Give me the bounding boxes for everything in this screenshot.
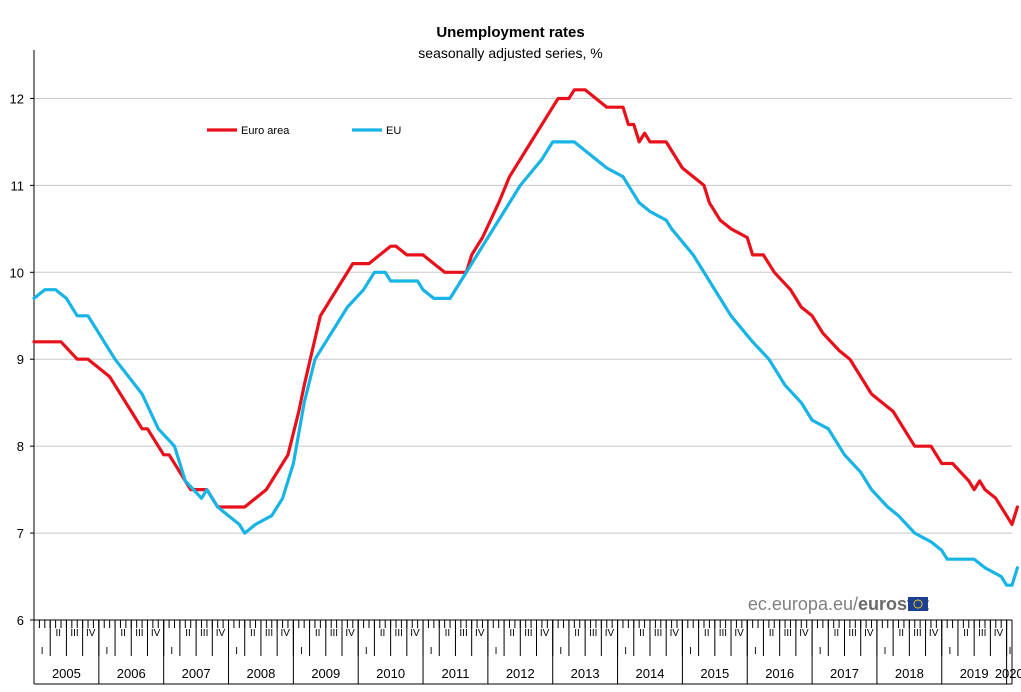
quarter-label: III: [330, 628, 338, 639]
quarter-label: II: [704, 628, 710, 639]
quarter-label: I: [948, 646, 951, 657]
quarter-label: II: [315, 628, 321, 639]
legend-label: EU: [386, 125, 401, 137]
chart-title: Unemployment rates: [436, 24, 585, 41]
quarter-label: III: [589, 628, 597, 639]
quarter-label: I: [106, 646, 109, 657]
quarter-label: II: [769, 628, 775, 639]
quarter-label: IV: [670, 628, 680, 639]
year-label: 2019: [960, 666, 989, 681]
quarter-label: I: [689, 646, 692, 657]
series-line-eu: [32, 140, 1019, 587]
quarter-label: II: [250, 628, 256, 639]
chart-subtitle: seasonally adjusted series, %: [418, 45, 603, 61]
quarter-label: I: [559, 646, 562, 657]
quarter-label: I: [41, 646, 44, 657]
quarter-label: I: [754, 646, 757, 657]
series-lines: [32, 88, 1019, 587]
year-label: 2017: [830, 666, 859, 681]
quarter-label: IV: [151, 628, 161, 639]
quarter-label: III: [70, 628, 78, 639]
year-label: 2010: [376, 666, 405, 681]
year-label: 2018: [895, 666, 924, 681]
quarter-label: II: [120, 628, 126, 639]
quarter-label: I: [300, 646, 303, 657]
quarter-label: IV: [216, 628, 226, 639]
quarter-label: II: [185, 628, 191, 639]
quarter-label: III: [459, 628, 467, 639]
eu-flag-icon: [908, 597, 928, 611]
quarter-label: IV: [605, 628, 615, 639]
year-label: 2011: [441, 666, 469, 681]
quarter-label: IV: [799, 628, 809, 639]
y-tick-label: 8: [17, 439, 24, 454]
y-tick-label: 11: [11, 178, 25, 193]
quarter-label: IV: [929, 628, 939, 639]
quarter-label: II: [639, 628, 645, 639]
quarter-label: I: [884, 646, 887, 657]
quarter-label: I: [1009, 646, 1012, 657]
quarter-label: I: [235, 646, 238, 657]
legend-label: Euro area: [241, 125, 290, 137]
quarter-label: IV: [864, 628, 874, 639]
quarter-label: III: [719, 628, 727, 639]
quarter-label: III: [848, 628, 856, 639]
watermark-prefix: ec.europa.eu/: [747, 594, 858, 614]
y-tick-label: 9: [17, 352, 24, 367]
quarter-label: III: [913, 628, 921, 639]
quarter-label: III: [395, 628, 403, 639]
quarter-label: III: [135, 628, 143, 639]
quarter-label: IV: [410, 628, 420, 639]
eurostat-watermark: ec.europa.eu/eurostat: [748, 594, 929, 615]
quarter-label: III: [784, 628, 792, 639]
quarter-label: IV: [475, 628, 485, 639]
quarter-label: II: [509, 628, 515, 639]
quarter-label: I: [819, 646, 822, 657]
quarter-label: IV: [345, 628, 355, 639]
quarter-label: II: [574, 628, 580, 639]
quarter-label: IV: [734, 628, 744, 639]
quarter-label: II: [380, 628, 386, 639]
year-label: 2016: [765, 666, 794, 681]
quarter-label: I: [495, 646, 498, 657]
y-tick-label: 12: [10, 91, 24, 106]
quarter-label: I: [170, 646, 173, 657]
year-label: 2005: [52, 666, 81, 681]
quarter-label: III: [654, 628, 662, 639]
quarter-label: I: [365, 646, 368, 657]
year-label: 2015: [700, 666, 729, 681]
y-tick-label: 7: [17, 526, 24, 541]
quarter-label: III: [200, 628, 208, 639]
year-label: 2013: [571, 666, 600, 681]
quarter-label: IV: [540, 628, 550, 639]
quarter-label: II: [834, 628, 840, 639]
year-label: 2014: [636, 666, 665, 681]
eu-stars-icon: [913, 599, 923, 609]
quarter-label: I: [624, 646, 627, 657]
legend: Euro area EU: [207, 125, 401, 137]
quarter-label: IV: [86, 628, 96, 639]
quarter-label: III: [524, 628, 532, 639]
year-label: 2020: [995, 666, 1021, 681]
year-label: 2008: [246, 666, 275, 681]
year-label: 2012: [506, 666, 535, 681]
year-label: 2006: [117, 666, 146, 681]
quarter-label: II: [445, 628, 451, 639]
y-tick-label: 10: [10, 265, 24, 280]
quarter-label: III: [978, 628, 986, 639]
quarter-label: II: [963, 628, 969, 639]
series-line-euro-area: [32, 88, 1019, 526]
quarter-label: III: [265, 628, 273, 639]
quarter-label: IV: [994, 628, 1004, 639]
quarter-label: I: [430, 646, 433, 657]
year-label: 2007: [182, 666, 211, 681]
quarter-label: IV: [281, 628, 291, 639]
quarter-label: II: [898, 628, 904, 639]
y-tick-label: 6: [17, 613, 24, 628]
year-label: 2009: [311, 666, 340, 681]
quarter-label: II: [56, 628, 62, 639]
